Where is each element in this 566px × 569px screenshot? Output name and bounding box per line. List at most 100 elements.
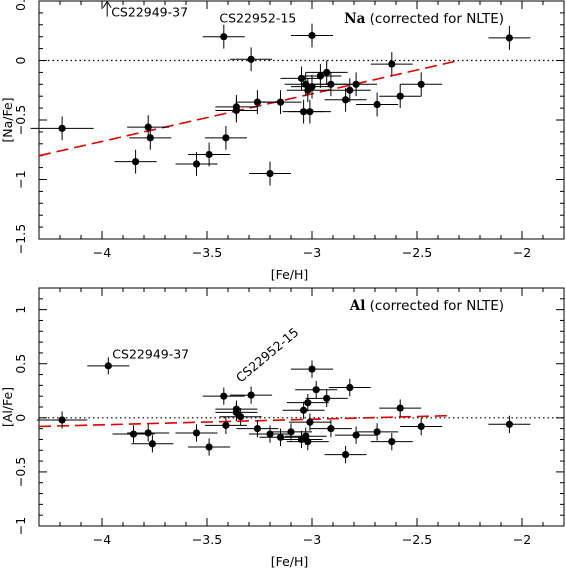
data-point (295, 381, 338, 399)
data-point (356, 92, 399, 117)
data-marker (304, 399, 312, 407)
x-tick-label: −2.5 (402, 245, 432, 260)
y-tick-label: −1.5 (13, 224, 28, 254)
arrow-head (102, 0, 112, 8)
y-tick-label: −0.5 (13, 105, 28, 135)
data-point (324, 445, 367, 464)
data-marker (505, 420, 513, 428)
al-fit-line (38, 414, 449, 428)
data-marker (342, 451, 350, 459)
al-panel-title: Al (corrected for NLTE) (349, 298, 504, 314)
data-marker (237, 413, 245, 421)
data-point (299, 64, 342, 88)
data-point (370, 52, 413, 76)
data-marker (352, 431, 360, 439)
star-annotation: CS22949-37 (111, 5, 188, 20)
data-marker (388, 438, 396, 446)
data-marker (192, 160, 201, 168)
data-marker (312, 386, 320, 394)
data-marker (308, 83, 316, 91)
data-marker (146, 134, 154, 142)
data-point (305, 60, 348, 85)
data-point (309, 419, 352, 438)
x-tick-label: −3.5 (192, 532, 222, 547)
x-tick-label: −3 (303, 532, 321, 547)
na-data-points (30, 23, 531, 186)
data-point (288, 99, 331, 124)
al-y-axis-label: [Al/Fe] (0, 387, 15, 427)
data-point (305, 389, 348, 407)
data-point (400, 417, 443, 436)
data-point (291, 360, 333, 378)
data-marker (247, 391, 255, 399)
data-point (204, 416, 247, 435)
data-point (356, 423, 399, 441)
x-tick-label: −3.5 (192, 245, 222, 260)
data-marker (306, 418, 314, 426)
data-marker (505, 34, 513, 42)
data-point (328, 378, 371, 397)
data-marker (308, 365, 316, 373)
x-tick-label: −2.5 (402, 532, 432, 547)
x-tick-label: −4 (93, 245, 111, 260)
na-x-axis: −4 −3.5 −3 −2.5 −2 [Fe/H] (59, 1, 565, 282)
data-point (188, 438, 231, 456)
data-point (36, 411, 88, 429)
data-marker (266, 169, 274, 178)
data-marker (306, 108, 314, 116)
data-point (236, 419, 279, 438)
data-marker (352, 80, 360, 88)
data-marker (388, 60, 396, 68)
data-marker (316, 72, 324, 80)
data-marker (327, 425, 335, 433)
data-point (87, 357, 130, 375)
data-marker (247, 55, 255, 63)
y-tick-label: 0.5 (13, 354, 28, 374)
data-marker (220, 33, 228, 41)
data-marker (205, 443, 213, 451)
data-marker (132, 158, 140, 166)
data-marker (205, 150, 213, 159)
data-point (291, 74, 333, 99)
data-point (131, 435, 174, 453)
x-tick-label: −2 (513, 532, 531, 547)
data-point (175, 424, 218, 442)
data-point (291, 23, 333, 48)
data-point (335, 426, 378, 444)
data-marker (253, 425, 261, 433)
data-marker (342, 96, 350, 104)
data-point (175, 152, 218, 176)
data-point (379, 84, 422, 109)
title-element: Al (349, 298, 366, 314)
data-point (288, 413, 331, 431)
star-annotation: CS22952-15 (219, 10, 296, 25)
data-marker (222, 421, 230, 429)
y-tick-label: −1 (13, 517, 28, 535)
data-marker (129, 430, 138, 438)
data-marker (192, 429, 201, 437)
al-x-axis: −4 −3.5 −3 −2.5 −2 [Fe/H] (59, 288, 565, 569)
data-point (488, 415, 531, 433)
data-point (370, 432, 413, 451)
data-point (259, 90, 302, 115)
data-marker (148, 440, 156, 448)
data-point (30, 116, 94, 141)
title-element: Na (344, 11, 365, 27)
data-point (270, 423, 312, 441)
data-marker (104, 362, 112, 370)
na-x-axis-label: [Fe/H] (271, 267, 309, 282)
na-panel-title: Na (corrected for NLTE) (344, 11, 504, 27)
al-y-axis: −1 −0.5 0 0.5 1 [Al/Fe] (0, 287, 564, 535)
al-x-axis-label: [Fe/H] (271, 554, 309, 569)
data-point (249, 161, 291, 186)
data-point (215, 95, 258, 119)
data-point (400, 72, 443, 97)
data-marker (346, 86, 354, 94)
data-marker (287, 428, 295, 436)
data-point (127, 424, 170, 442)
data-point (129, 125, 172, 150)
data-marker (304, 438, 312, 446)
na-y-axis-label: [Na/Fe] (0, 97, 15, 142)
data-marker (253, 98, 261, 106)
